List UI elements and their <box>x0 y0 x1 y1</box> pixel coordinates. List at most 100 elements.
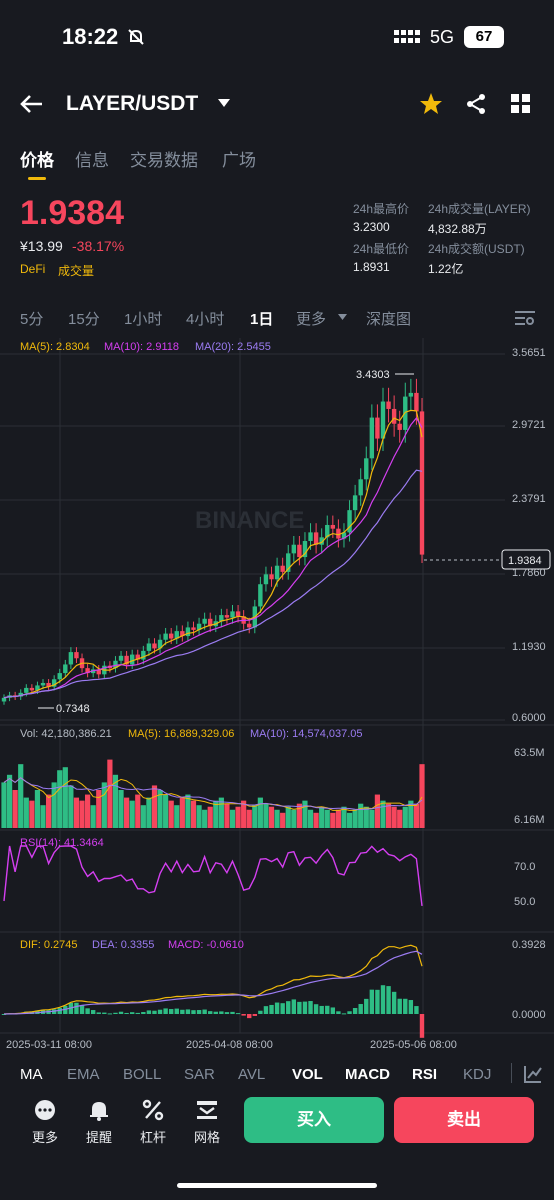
ind-macd[interactable]: MACD <box>345 1066 390 1083</box>
tag-volume[interactable]: 成交量 <box>58 264 95 278</box>
back-arrow-icon[interactable] <box>20 94 44 114</box>
layout-grid-icon[interactable] <box>511 94 531 114</box>
candle-body <box>40 682 46 686</box>
candle-body <box>347 510 352 533</box>
more-dots-icon[interactable] <box>34 1099 56 1121</box>
pair-title[interactable]: LAYER/USDT <box>66 92 199 115</box>
buy-button[interactable]: 买入 <box>244 1097 384 1143</box>
interval-depth[interactable]: 深度图 <box>366 311 412 328</box>
interval-more[interactable]: 更多 <box>296 311 327 328</box>
volume-bar <box>174 805 180 828</box>
legend-ma10: MA(10): 2.9118 <box>104 341 179 353</box>
vol-ma5-line <box>3 777 423 811</box>
volume-bar <box>40 805 46 828</box>
candle-body <box>202 618 207 624</box>
drawing-tool-icon[interactable] <box>523 1064 543 1084</box>
volume-bar <box>257 797 263 828</box>
candle-body <box>419 411 425 555</box>
candle-body <box>219 615 224 622</box>
volume-bar <box>85 794 91 828</box>
candle-body <box>185 627 191 637</box>
status-bar: 18:22 5G 67 <box>0 0 554 80</box>
candle-body <box>352 495 358 511</box>
candle-body <box>63 664 68 674</box>
toolbar-grid[interactable]: 网格 <box>193 1130 220 1145</box>
macd-bar <box>219 1011 224 1014</box>
volume-bar <box>101 782 107 828</box>
macd-bar <box>57 1007 62 1014</box>
ind-sar[interactable]: SAR <box>184 1066 215 1083</box>
ind-ma[interactable]: MA <box>20 1066 43 1083</box>
candle-body <box>135 654 140 660</box>
grid-bot-icon[interactable] <box>196 1099 218 1121</box>
macd-bar <box>252 1014 257 1016</box>
interval-1h[interactable]: 1小时 <box>124 311 163 328</box>
volume-bar <box>207 806 213 828</box>
vol-ma5-legend: MA(5): 16,889,329.06 <box>128 728 234 740</box>
star-icon[interactable] <box>419 92 443 116</box>
volume-bar <box>374 794 381 828</box>
macd-bar <box>163 1008 168 1014</box>
tab-square[interactable]: 广场 <box>222 151 256 170</box>
ind-ema[interactable]: EMA <box>67 1066 100 1083</box>
chart-settings-icon[interactable] <box>515 309 535 327</box>
interval-4h[interactable]: 4小时 <box>186 311 225 328</box>
volume-bar <box>408 800 414 828</box>
macd-bar <box>152 1010 157 1014</box>
toolbar-margin[interactable]: 杠杆 <box>139 1130 166 1145</box>
ind-vol[interactable]: VOL <box>292 1066 323 1083</box>
macd-bar <box>174 1008 179 1014</box>
ind-rsi[interactable]: RSI <box>412 1066 438 1083</box>
volume-bar <box>358 803 364 828</box>
macd-bar <box>1 1014 7 1015</box>
tag-defi[interactable]: DeFi <box>20 262 46 276</box>
volume-bar <box>280 812 286 828</box>
price-change: -38.17% <box>72 238 125 254</box>
tab-info[interactable]: 信息 <box>75 151 109 170</box>
macd-bar <box>403 998 408 1014</box>
macd-bar <box>191 1010 196 1014</box>
volume-bar <box>235 806 241 828</box>
macd-bar <box>196 1010 202 1014</box>
macd-bar <box>118 1011 124 1014</box>
interval-15m[interactable]: 15分 <box>68 311 100 328</box>
tab-price[interactable]: 价格 <box>20 151 54 170</box>
ind-boll[interactable]: BOLL <box>123 1066 162 1083</box>
candle-body <box>302 541 308 558</box>
more-caret-icon[interactable] <box>338 314 347 320</box>
volume-bar <box>252 805 258 828</box>
candle-body <box>141 650 146 660</box>
volume-bar <box>29 800 35 828</box>
volume-bar <box>285 806 291 828</box>
macd-bar <box>336 1011 341 1014</box>
volume-bar <box>124 797 130 828</box>
candle-body <box>46 682 51 687</box>
toolbar-more[interactable]: 更多 <box>31 1130 58 1145</box>
ind-kdj[interactable]: KDJ <box>463 1066 492 1083</box>
volume-bar <box>62 767 68 828</box>
candle-body <box>18 692 23 697</box>
macd-bar <box>280 1003 285 1014</box>
kline-chart[interactable]: BINANCE MA(5): 2.8304 MA(10): 2.9118 MA(… <box>0 334 554 1056</box>
candle-body <box>414 392 419 412</box>
interval-5m[interactable]: 5分 <box>20 311 44 328</box>
volume-bar <box>335 809 341 828</box>
ma5-line <box>3 409 423 699</box>
volume-bar <box>57 770 63 828</box>
bell-icon[interactable] <box>88 1099 110 1121</box>
candle-body <box>57 673 62 680</box>
caret-down-icon[interactable] <box>218 99 230 107</box>
volume-bar <box>391 806 397 828</box>
percent-icon[interactable] <box>142 1099 164 1121</box>
sell-button[interactable]: 卖出 <box>394 1097 534 1143</box>
rsi-legend: RSI(14): 41.3464 <box>20 837 104 849</box>
candle-body <box>224 615 230 618</box>
macd-bar <box>397 998 402 1014</box>
candle-body <box>163 633 168 640</box>
ind-avl[interactable]: AVL <box>238 1066 266 1083</box>
candle-body <box>258 584 263 607</box>
tab-trading-data[interactable]: 交易数据 <box>130 151 198 170</box>
interval-1d[interactable]: 1日 <box>250 311 274 328</box>
toolbar-alert[interactable]: 提醒 <box>85 1130 112 1145</box>
share-icon[interactable] <box>465 93 487 115</box>
